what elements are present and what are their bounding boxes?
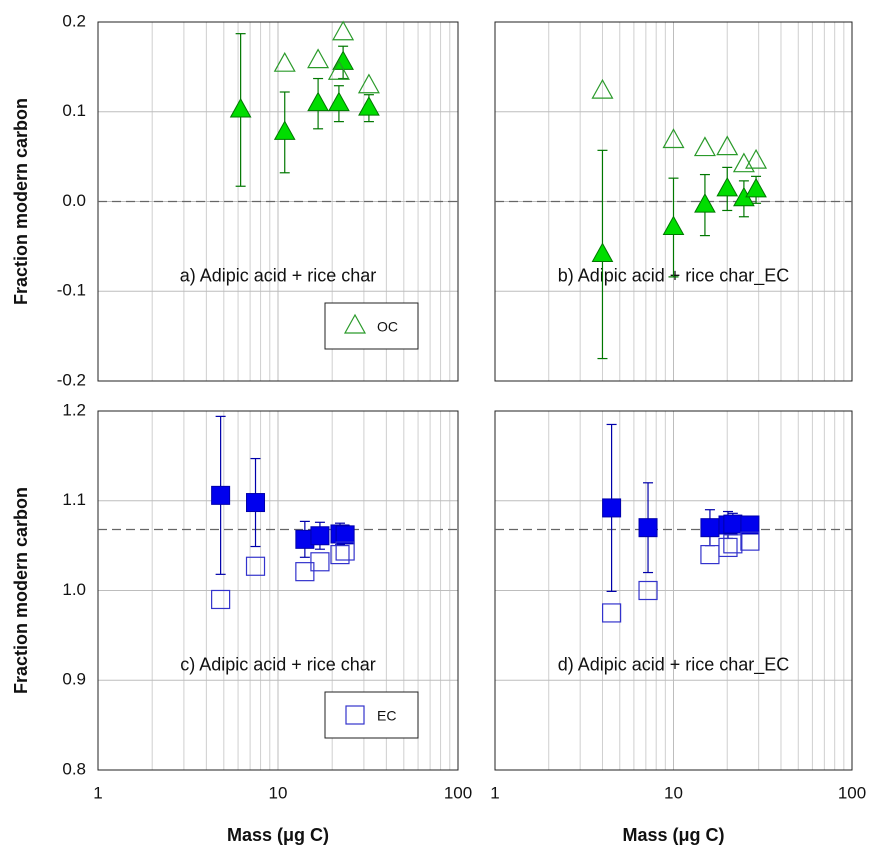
x-tick-label: 10 xyxy=(664,783,683,802)
data-point xyxy=(246,493,266,513)
legend-box xyxy=(324,302,419,350)
y-tick-label: -0.1 xyxy=(57,281,86,300)
data-point xyxy=(328,91,350,112)
y-tick-label: 1.1 xyxy=(62,490,86,509)
legend-label: EC xyxy=(377,708,396,724)
data-point xyxy=(591,78,614,99)
y-tick-label: 1.2 xyxy=(62,400,86,419)
y-axis-label: Fraction modern carbon xyxy=(11,487,31,694)
data-point xyxy=(602,498,622,518)
y-tick-label: 0.1 xyxy=(62,101,86,120)
data-point xyxy=(700,518,720,538)
plot-frame xyxy=(97,410,459,771)
legend-box xyxy=(324,691,419,739)
data-point xyxy=(211,589,231,610)
plot-frame xyxy=(494,410,853,771)
panel-annotation: a) Adipic acid + rice char xyxy=(180,266,377,286)
x-tick-label: 100 xyxy=(444,783,472,802)
x-tick-label: 100 xyxy=(838,783,866,802)
data-point xyxy=(332,20,355,41)
data-point xyxy=(745,177,767,198)
y-tick-label: 0.8 xyxy=(62,759,86,778)
legend-label: OC xyxy=(377,319,398,335)
legend-marker xyxy=(343,313,367,334)
data-point xyxy=(601,603,622,623)
x-tick-label: 1 xyxy=(93,783,102,802)
panel-annotation: c) Adipic acid + rice char xyxy=(180,655,376,675)
data-point xyxy=(700,544,720,565)
data-point xyxy=(245,556,266,576)
data-point xyxy=(310,526,330,546)
data-point xyxy=(211,485,231,505)
data-point xyxy=(335,541,355,561)
y-tick-label: 0.2 xyxy=(62,11,86,30)
data-point xyxy=(723,534,743,554)
data-point xyxy=(591,242,614,262)
y-tick-label: 0.0 xyxy=(62,191,86,210)
data-point xyxy=(295,562,315,582)
data-point xyxy=(662,215,685,236)
data-point xyxy=(310,552,330,572)
y-axis-label: Fraction modern carbon xyxy=(11,98,31,305)
data-point xyxy=(273,120,296,140)
legend-marker xyxy=(345,705,365,725)
data-point xyxy=(745,148,768,169)
data-point xyxy=(638,580,658,601)
data-point xyxy=(718,537,738,558)
data-point xyxy=(716,176,739,197)
data-point xyxy=(693,136,716,157)
data-point xyxy=(273,51,296,72)
data-point xyxy=(716,135,739,156)
data-point xyxy=(732,152,755,173)
data-point xyxy=(694,193,716,213)
data-point xyxy=(357,73,380,94)
x-axis-label: Mass (μg C) xyxy=(227,825,329,845)
data-point xyxy=(307,48,330,69)
x-tick-label: 1 xyxy=(490,783,499,802)
panel-annotation: d) Adipic acid + rice char_EC xyxy=(558,655,790,676)
data-point xyxy=(740,515,760,535)
data-point xyxy=(638,518,658,538)
x-tick-label: 10 xyxy=(269,783,288,802)
data-point xyxy=(335,525,355,545)
data-point xyxy=(723,514,743,534)
data-point xyxy=(330,544,350,565)
data-point xyxy=(662,128,685,149)
y-tick-label: -0.2 xyxy=(57,370,86,389)
y-tick-label: 1.0 xyxy=(62,580,86,599)
data-point xyxy=(327,60,350,80)
data-point xyxy=(358,96,380,116)
y-tick-label: 0.9 xyxy=(62,670,86,689)
x-axis-label: Mass (μg C) xyxy=(622,825,724,845)
data-point xyxy=(307,91,329,112)
data-point xyxy=(740,531,760,551)
data-point xyxy=(229,97,252,118)
